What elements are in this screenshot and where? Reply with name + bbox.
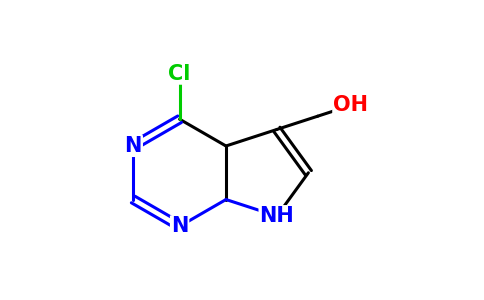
Text: OH: OH [333, 95, 368, 116]
Text: Cl: Cl [168, 64, 191, 84]
Text: N: N [171, 216, 188, 236]
Text: N: N [124, 136, 142, 156]
Text: NH: NH [259, 206, 294, 226]
